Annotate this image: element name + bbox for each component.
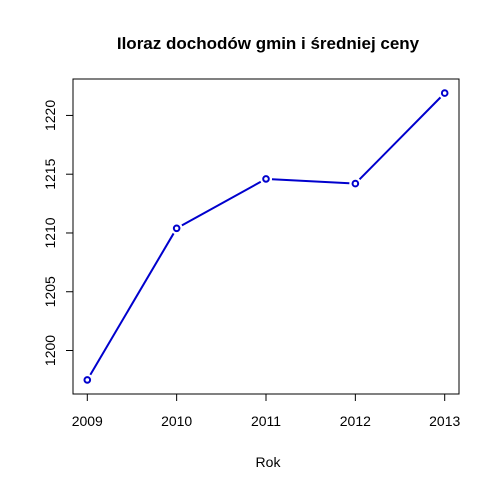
- x-tick-label: 2009: [72, 413, 103, 429]
- data-point: [172, 224, 181, 233]
- data-point: [440, 89, 449, 97]
- x-tick-label: 2013: [429, 413, 460, 429]
- series-line-segment: [358, 96, 442, 181]
- chart-title: Iloraz dochodów gmin i średniej ceny: [117, 34, 420, 53]
- x-axis-label: Rok: [256, 454, 282, 470]
- y-tick-label: 1200: [42, 335, 58, 366]
- y-axis: 1200 1205 1210 1215 1220: [42, 100, 74, 366]
- data-point: [83, 376, 92, 384]
- data-point: [262, 175, 270, 183]
- x-axis: 2009 2010 2011 2012 2013: [72, 393, 460, 429]
- series-line-segment: [271, 178, 350, 185]
- data-point: [351, 179, 360, 188]
- series-layer: [83, 89, 449, 384]
- x-tick-label: 2012: [340, 413, 371, 429]
- series-line-segment: [89, 232, 175, 376]
- y-tick-label: 1215: [42, 158, 58, 189]
- y-tick-label: 1220: [42, 100, 58, 131]
- y-tick-label: 1205: [42, 276, 58, 307]
- y-tick-label: 1210: [42, 217, 58, 248]
- series-line-segment: [181, 180, 262, 227]
- plot-frame: [72, 78, 460, 395]
- x-tick-label: 2011: [251, 413, 281, 429]
- x-tick-label: 2010: [161, 413, 192, 429]
